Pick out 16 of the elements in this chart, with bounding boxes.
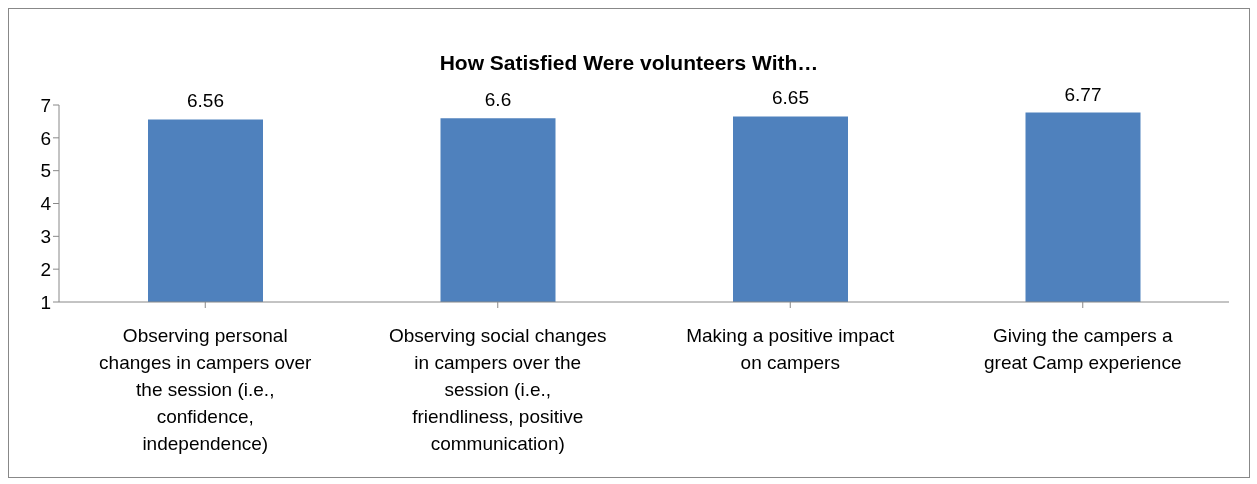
data-label: 6.77	[1064, 83, 1102, 105]
data-label: 6.56	[187, 90, 224, 112]
y-tick-label: 3	[40, 226, 51, 248]
x-tick-label: Making a positive impact on campers	[686, 325, 895, 373]
data-label: 6.65	[772, 87, 809, 109]
data-label: 6.6	[484, 89, 512, 111]
y-tick-label: 7	[40, 94, 51, 116]
x-tick-label: Observing social changes in campers over the session (i.e., friendliness, positive communication)	[388, 325, 607, 454]
x-tick-label: Giving the campers a great Camp experience	[984, 325, 1182, 373]
y-tick-label: 5	[40, 160, 51, 182]
y-tick-label: 6	[40, 127, 51, 149]
chart-title: How Satisfied Were volunteers With…	[438, 51, 820, 75]
y-tick-label: 4	[40, 193, 52, 215]
x-tick-label: Observing personal changes in campers over the session (i.e., confidence, independence)	[99, 325, 313, 454]
y-tick-label: 2	[40, 258, 51, 280]
y-tick-label: 1	[40, 291, 51, 313]
